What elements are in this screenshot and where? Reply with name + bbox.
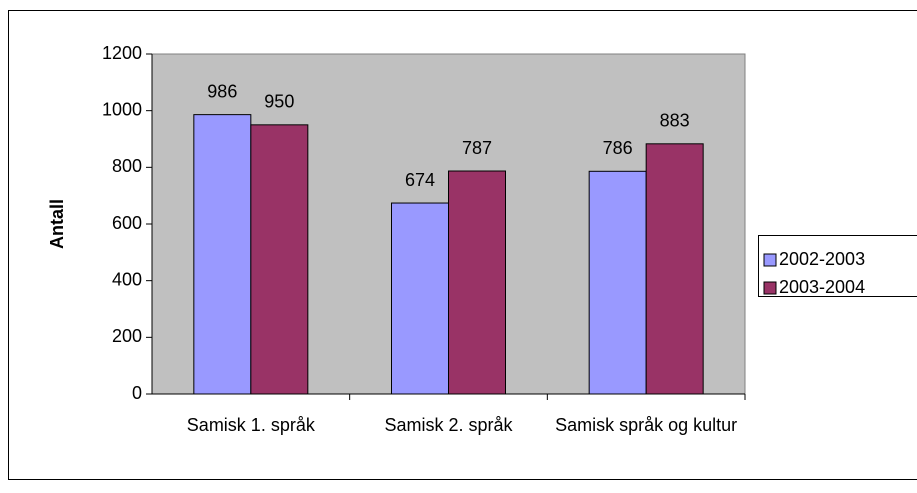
legend-swatch xyxy=(763,253,777,267)
bar xyxy=(193,114,252,395)
y-tick-label: 800 xyxy=(112,156,142,176)
data-label: 787 xyxy=(462,138,492,158)
legend-box xyxy=(758,235,917,297)
x-tick-label: Samisk 1. språk xyxy=(186,415,315,435)
y-tick-label: 0 xyxy=(132,383,142,403)
data-label: 883 xyxy=(660,111,690,131)
bar xyxy=(645,143,704,395)
x-tick-label: Samisk språk og kultur xyxy=(555,415,738,435)
bar xyxy=(250,124,309,395)
y-tick-label: 400 xyxy=(112,269,142,289)
bar xyxy=(391,202,449,395)
y-tick-label: 1000 xyxy=(102,99,142,119)
bar xyxy=(448,170,506,395)
data-label: 674 xyxy=(405,170,435,190)
x-tick-label: Samisk 2. språk xyxy=(384,415,513,435)
data-label: 986 xyxy=(207,81,237,101)
data-label: 786 xyxy=(603,138,633,158)
legend-swatch xyxy=(763,281,777,295)
y-tick-label: 200 xyxy=(112,326,142,346)
bar xyxy=(588,170,647,395)
y-tick-label: 600 xyxy=(112,213,142,233)
legend-label: 2002-2003 xyxy=(779,249,865,269)
y-axis-label: Antall xyxy=(47,199,67,249)
data-label: 950 xyxy=(264,92,294,112)
legend-label: 2003-2004 xyxy=(779,277,865,297)
y-tick-label: 1200 xyxy=(102,43,142,63)
